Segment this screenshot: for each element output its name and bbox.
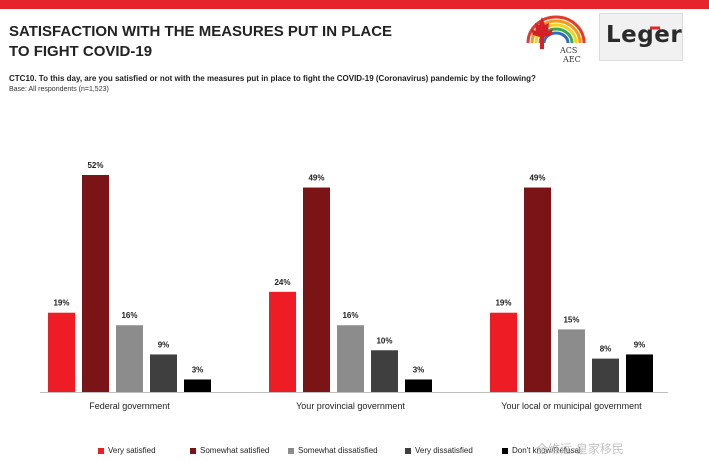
bar-2-0 [116,325,143,392]
value-label-1-1: 49% [308,174,324,183]
category-label-1: Your provincial government [296,401,405,411]
bar-1-2 [524,187,551,392]
acs-text: ACS [559,46,577,55]
value-label-2-2: 15% [563,315,579,324]
acs-aec-logo: ACS AEC [526,15,586,63]
survey-base: Base: All respondents (n=1,523) [9,86,109,93]
watermark: 全维远·皇家移民 [536,442,624,456]
aec-text: AEC [562,55,581,63]
bar-3-1 [371,350,398,392]
value-label-2-1: 16% [342,311,358,320]
value-label-0-1: 24% [274,278,290,287]
leger-logo: Leger [599,13,683,61]
legend-label-0: Very satisfied [108,446,156,455]
legend-swatch-3 [405,447,411,454]
bar-4-0 [184,379,211,392]
value-label-4-1: 3% [413,365,425,374]
bar-1-1 [303,187,330,392]
title-line-2: TO FIGHT COVID-19 [9,43,153,60]
legend-swatch-0 [98,447,104,454]
value-label-1-0: 52% [87,161,103,170]
value-label-0-2: 19% [495,299,511,308]
value-label-3-2: 8% [600,345,612,354]
maple-leaf-icon [531,17,553,49]
top-accent-bar [0,0,709,9]
bar-2-1 [337,325,364,392]
legend-item-0: Very satisfied [98,446,156,455]
bar-3-0 [150,354,177,392]
legend-label-2: Somewhat dissatisfied [298,446,378,455]
title-line-1: SATISFACTION WITH THE MEASURES PUT IN PL… [9,23,393,40]
value-label-0-0: 19% [53,299,69,308]
bar-1-0 [82,175,109,392]
legend-label-1: Somewhat satisfied [200,446,270,455]
bar-4-2 [626,354,653,392]
value-label-3-0: 9% [158,340,170,349]
leger-accent-icon [650,26,660,30]
value-label-3-1: 10% [376,336,392,345]
legend-label-4: Don't know/Refusal [512,446,581,455]
legend-swatch-2 [288,447,294,454]
category-label-0: Federal government [89,401,170,411]
page-title: SATISFACTION WITH THE MEASURES PUT IN PL… [9,22,439,62]
legend-item-1: Somewhat satisfied [190,446,269,455]
category-label-2: Your local or municipal government [501,401,642,411]
bar-3-2 [592,358,619,392]
value-label-1-2: 49% [529,174,545,183]
bar-0-2 [490,312,517,392]
legend-item-3: Very dissatisfied [405,446,473,455]
value-label-2-0: 16% [121,311,137,320]
legend-label-3: Very dissatisfied [415,446,473,455]
bar-2-2 [558,329,585,392]
value-label-4-2: 9% [634,340,646,349]
survey-question: CTC10. To this day, are you satisfied or… [9,74,536,83]
leger-logo-text: Leger [606,22,683,48]
legend-swatch-4 [502,447,508,454]
bar-0-1 [269,291,296,392]
legend-swatch-1 [190,447,196,454]
value-label-4-0: 3% [192,365,204,374]
legend-item-4: Don't know/Refusal [502,446,581,455]
bar-0-0 [48,312,75,392]
legend-item-2: Somewhat dissatisfied [288,446,378,455]
bar-4-1 [405,379,432,392]
